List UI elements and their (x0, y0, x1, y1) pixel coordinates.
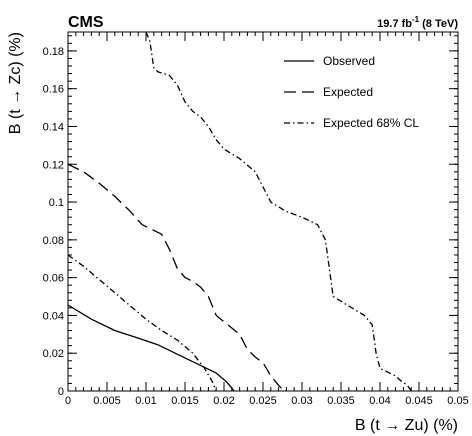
y-tick-label: 0.16 (43, 84, 64, 96)
x-tick-label: 0.03 (291, 395, 312, 407)
axes-layer: 0 0.005 0.01 0.015 0.02 0.025 0.03 0.035 0.04 0.0… (43, 31, 469, 407)
y-tick-label: 0.18 (43, 46, 64, 58)
series-line-expected-68-cl (67, 254, 217, 392)
y-tick-label: 0 (58, 386, 64, 398)
legend-label-expected-68-cl: Expected 68% CL (323, 116, 419, 130)
lumi-superscript: -1 (412, 15, 420, 24)
x-tick-label: 0.005 (93, 395, 121, 407)
x-tick-label: 0.035 (327, 395, 355, 407)
y-tick-label: 0.1 (49, 197, 64, 209)
x-tick-label: 0.045 (405, 395, 433, 407)
x-tick-label: 0.01 (135, 395, 156, 407)
lumi-value: 19.7 fb (377, 18, 412, 30)
y-axis-label: B (t → Zc) (%) (7, 32, 24, 134)
x-tick-label: 0.04 (369, 395, 390, 407)
y-tick-label: 0.12 (43, 159, 64, 171)
series-layer (67, 31, 412, 392)
x-tick-label: 0.015 (171, 395, 199, 407)
legend: Observed Expected Expected 68% CL (284, 54, 419, 130)
legend-label-observed: Observed (323, 54, 375, 68)
luminosity-label: 19.7 fb-1 (8 TeV) (377, 15, 458, 30)
x-tick-label: 0 (65, 395, 71, 407)
y-tick-label: 0.08 (43, 235, 64, 247)
series-line-observed (67, 304, 235, 392)
x-axis-label: B (t → Zu) (%) (355, 417, 458, 434)
series-line-band-3 (145, 31, 412, 392)
x-tick-label: 0.025 (249, 395, 277, 407)
lumi-suffix: (8 TeV) (422, 18, 458, 30)
legend-label-expected: Expected (323, 85, 373, 99)
y-tick-label: 0.04 (43, 310, 64, 322)
series-line-expected (67, 163, 285, 392)
experiment-label: CMS (68, 14, 104, 31)
y-tick-label: 0.14 (43, 121, 64, 133)
y-tick-label: 0.02 (43, 348, 64, 360)
x-tick-label: 0.05 (447, 395, 468, 407)
x-tick-label: 0.02 (213, 395, 234, 407)
y-tick-label: 0.06 (43, 273, 64, 285)
